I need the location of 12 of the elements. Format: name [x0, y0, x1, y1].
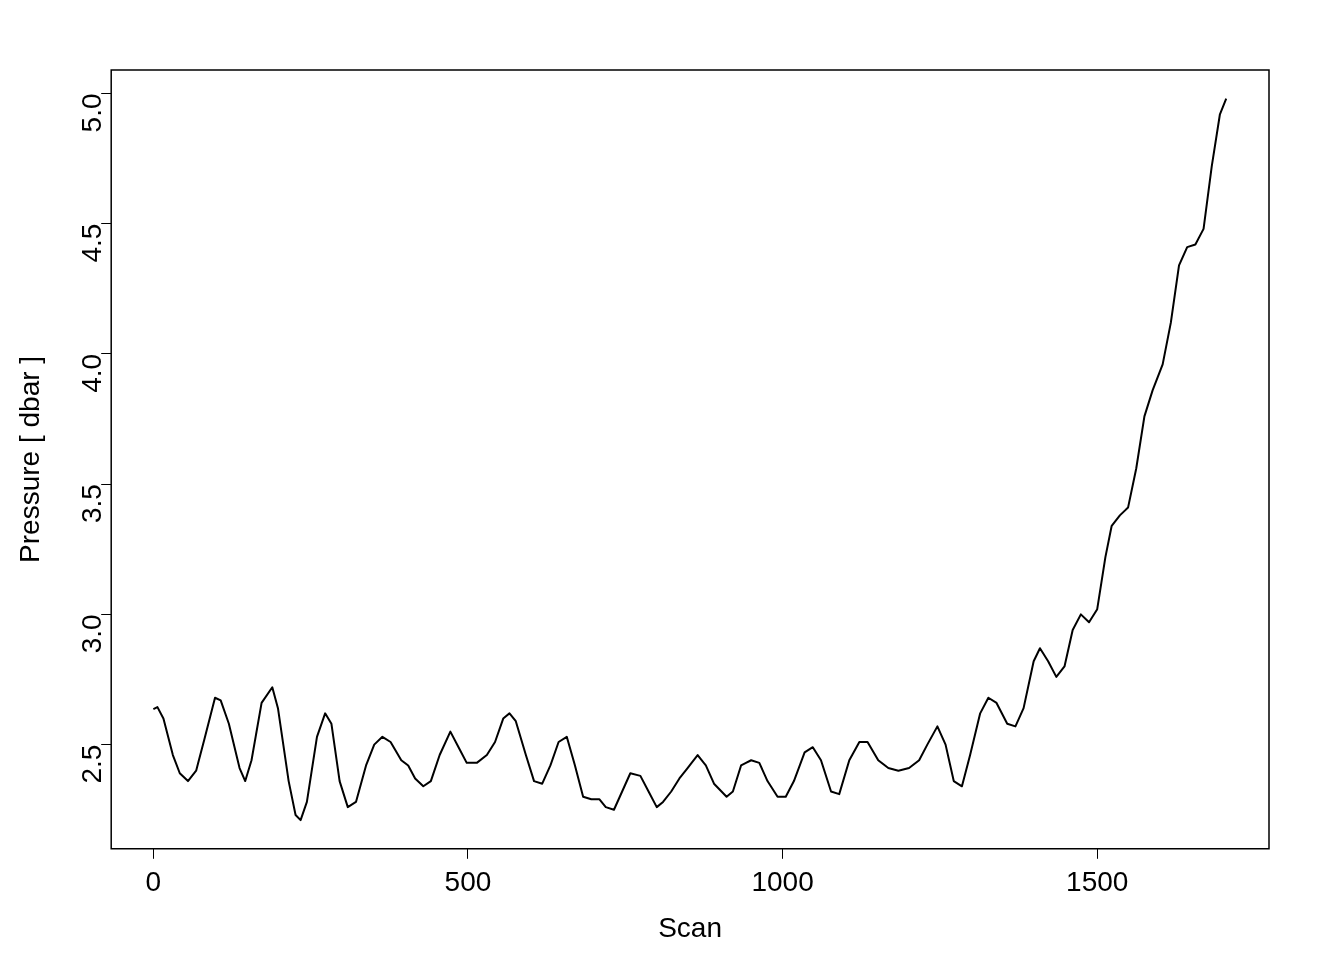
x-tick-label: 1500 — [1066, 866, 1129, 898]
x-tick-label: 500 — [444, 866, 492, 898]
y-tick-label: 3.0 — [75, 614, 107, 654]
y-tick-label: 4.0 — [75, 353, 107, 393]
y-tick-label: 2.5 — [75, 744, 107, 784]
y-tick-label: 4.5 — [75, 223, 107, 263]
y-tick-label: 5.0 — [75, 93, 107, 133]
y-axis-title: Pressure [ dbar ] — [13, 355, 45, 563]
y-tick-label: 3.5 — [75, 484, 107, 524]
x-tick-label: 1000 — [751, 866, 814, 898]
x-axis-title: Scan — [658, 911, 723, 943]
x-tick-label: 0 — [145, 866, 162, 898]
